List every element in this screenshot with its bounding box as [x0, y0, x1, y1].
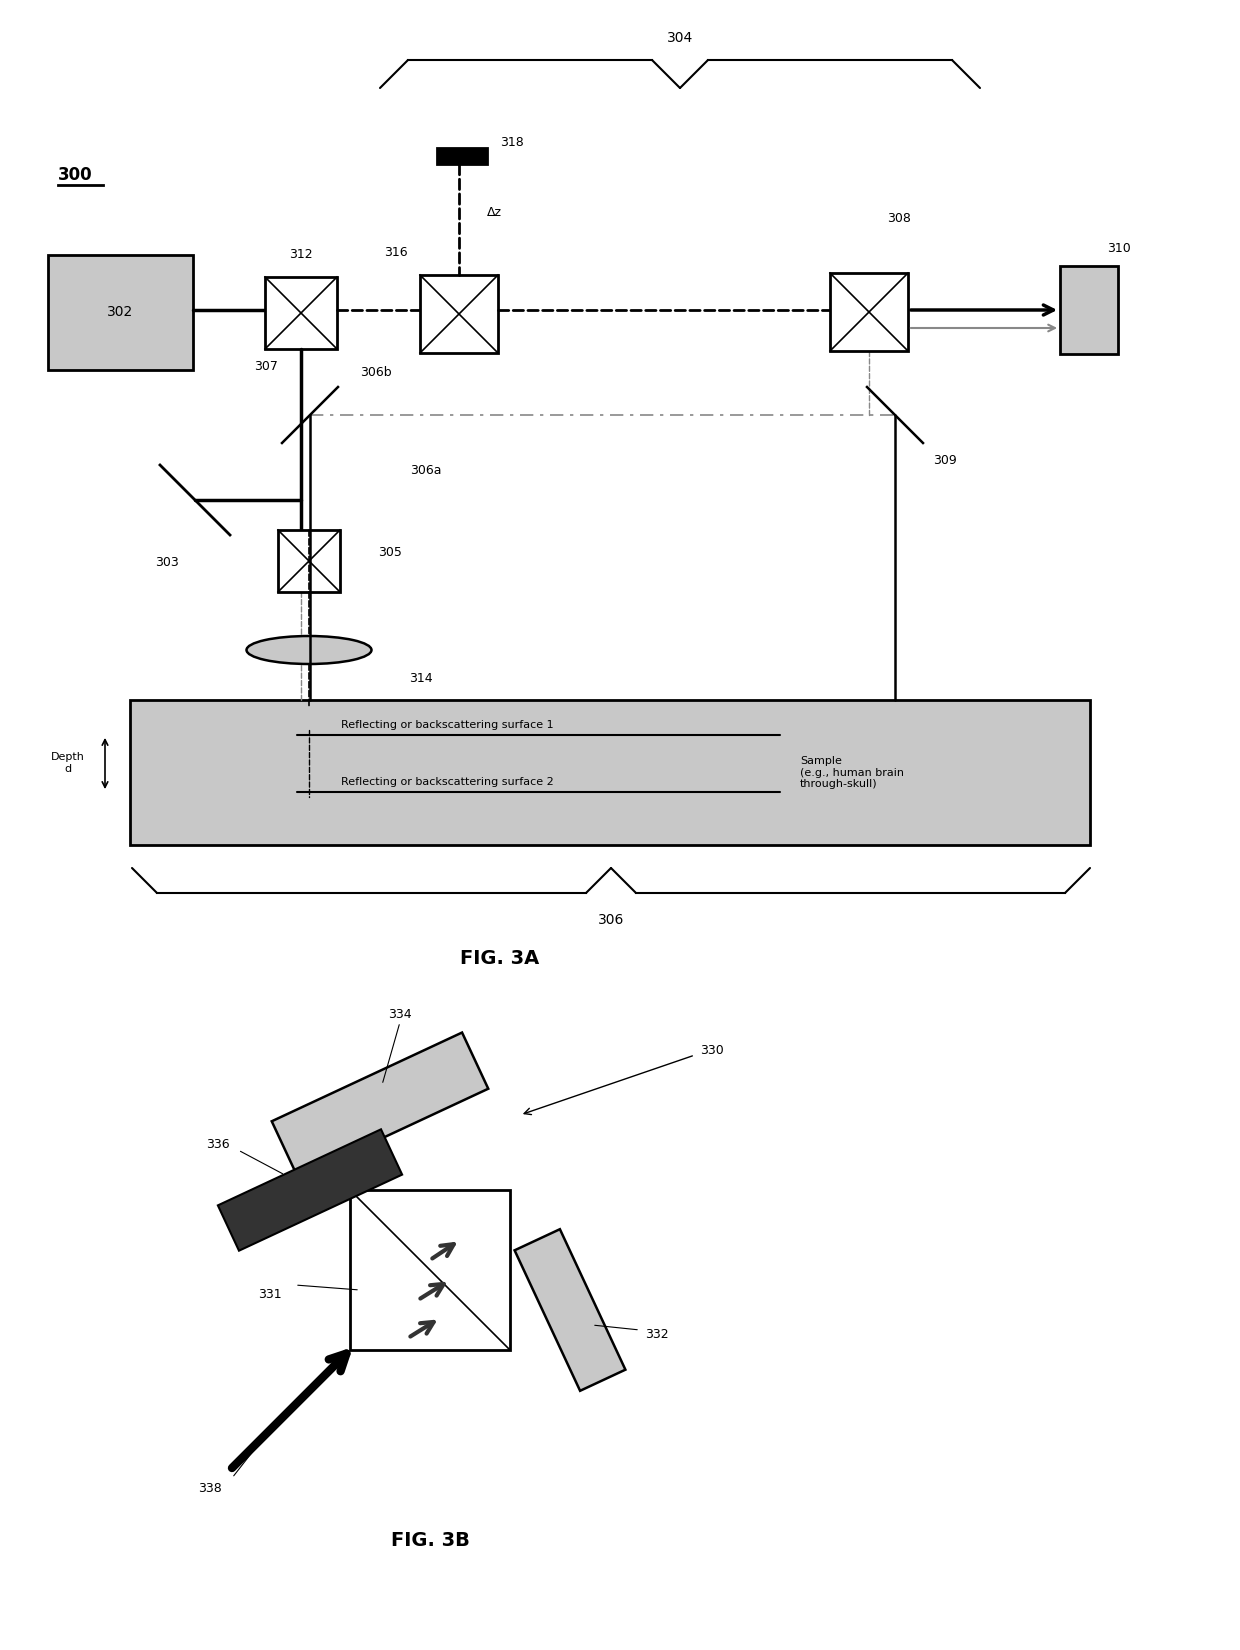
Text: 305: 305: [378, 546, 402, 559]
Bar: [265, 277, 337, 350]
Text: 308: 308: [887, 211, 911, 224]
Bar: [420, 276, 498, 353]
Text: 309: 309: [932, 454, 957, 467]
Bar: [436, 148, 487, 163]
Text: 331: 331: [258, 1289, 281, 1302]
Text: 303: 303: [155, 556, 179, 569]
Text: FIG. 3B: FIG. 3B: [391, 1531, 470, 1549]
Bar: [278, 530, 340, 592]
Ellipse shape: [247, 635, 372, 663]
Bar: [48, 256, 193, 370]
Bar: [1060, 266, 1118, 355]
Text: 338: 338: [198, 1482, 222, 1495]
Polygon shape: [272, 1033, 489, 1178]
Text: Δz: Δz: [487, 206, 502, 219]
Text: 314: 314: [409, 672, 433, 685]
Bar: [830, 272, 908, 351]
Text: Reflecting or backscattering surface 1: Reflecting or backscattering surface 1: [341, 719, 553, 729]
Text: 310: 310: [1107, 241, 1131, 254]
Text: 318: 318: [500, 137, 523, 150]
Text: Reflecting or backscattering surface 2: Reflecting or backscattering surface 2: [341, 777, 554, 787]
Text: 330: 330: [701, 1043, 724, 1056]
Text: 304: 304: [667, 31, 693, 45]
Text: 300: 300: [58, 167, 93, 185]
Polygon shape: [350, 1190, 510, 1350]
Text: FIG. 3A: FIG. 3A: [460, 949, 539, 967]
Text: Sample
(e.g., human brain
through-skull): Sample (e.g., human brain through-skull): [800, 756, 904, 789]
Text: 306b: 306b: [360, 366, 392, 380]
Polygon shape: [218, 1129, 402, 1251]
Text: 336: 336: [206, 1138, 229, 1152]
Text: 334: 334: [388, 1008, 412, 1021]
Text: 306: 306: [598, 912, 624, 927]
Text: Depth
d: Depth d: [51, 752, 84, 774]
Text: 306a: 306a: [410, 464, 441, 477]
Text: 332: 332: [645, 1328, 668, 1341]
Text: 316: 316: [384, 246, 408, 259]
Text: 302: 302: [108, 305, 134, 320]
Text: 307: 307: [254, 360, 278, 373]
Text: 312: 312: [289, 249, 312, 261]
Bar: [130, 700, 1090, 845]
Polygon shape: [515, 1229, 625, 1391]
